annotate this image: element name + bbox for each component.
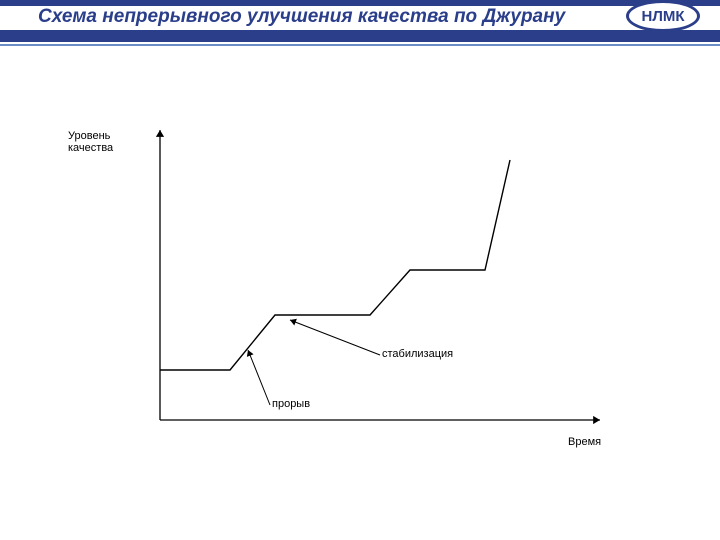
header-blue-strip	[0, 30, 720, 42]
nlmk-logo: НЛМК	[626, 0, 700, 32]
logo-text: НЛМК	[641, 8, 684, 25]
slide-title: Схема непрерывного улучшения качества по…	[38, 6, 565, 28]
chart-svg	[80, 120, 640, 460]
juran-chart: Уровенькачества Время стабилизация проры…	[80, 120, 640, 460]
header-thin-line	[0, 44, 720, 46]
slide-header: Схема непрерывного улучшения качества по…	[0, 0, 720, 48]
